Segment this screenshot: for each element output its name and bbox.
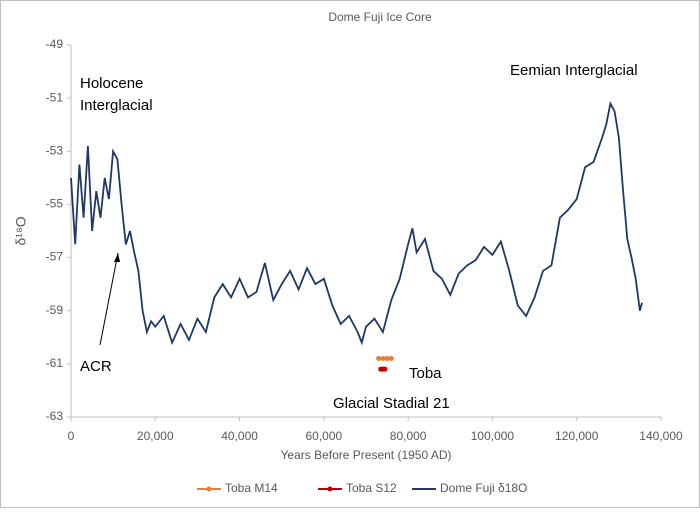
y-tick-label: -57 <box>46 250 64 264</box>
legend-marker <box>206 486 212 492</box>
legend-label: Toba S12 <box>346 481 397 495</box>
data-point <box>382 366 388 372</box>
x-tick-label: 60,000 <box>306 429 343 443</box>
chart-title: Dome Fuji Ice Core <box>328 10 432 24</box>
annotation: Interglacial <box>80 97 153 114</box>
acr-arrowhead <box>114 253 120 262</box>
data-point <box>388 356 394 362</box>
x-tick-label: 140,000 <box>639 429 683 443</box>
acr-arrow <box>99 252 119 346</box>
x-axis-label: Years Before Present (1950 AD) <box>281 448 452 462</box>
annotation: Toba <box>409 365 442 382</box>
data-point <box>376 356 382 362</box>
y-tick-label: -53 <box>46 143 64 157</box>
y-tick-label: -61 <box>46 356 64 370</box>
data-line <box>70 100 643 346</box>
x-tick-label: 120,000 <box>555 429 599 443</box>
y-tick-label: -55 <box>46 197 64 211</box>
annotation: ACR <box>80 358 112 375</box>
y-tick-label: -59 <box>46 303 64 317</box>
y-tick-label: -49 <box>46 37 64 51</box>
x-tick-label: 80,000 <box>390 429 427 443</box>
annotation: Holocene <box>80 75 143 92</box>
legend-label: Toba M14 <box>225 481 278 495</box>
x-tick-label: 100,000 <box>471 429 515 443</box>
annotation: Glacial Stadial 21 <box>333 395 450 412</box>
y-tick-label: -63 <box>46 409 64 423</box>
y-tick-label: -51 <box>46 90 64 104</box>
x-tick-label: 40,000 <box>221 429 258 443</box>
x-tick-label: 20,000 <box>137 429 174 443</box>
legend-label: Dome Fuji δ18O <box>440 481 527 495</box>
legend-marker <box>327 486 333 492</box>
annotation: Eemian Interglacial <box>510 62 638 79</box>
y-axis-label: δ¹⁸O <box>13 216 29 245</box>
data-point <box>384 356 390 362</box>
x-tick-label: 0 <box>68 429 75 443</box>
data-point <box>380 356 386 362</box>
